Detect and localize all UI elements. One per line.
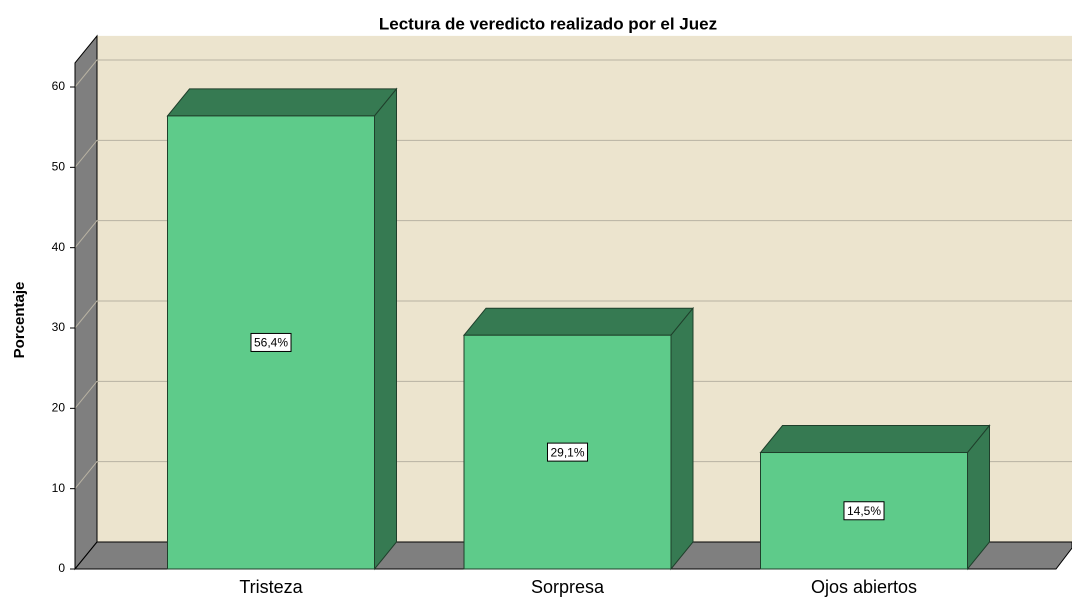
y-axis-label: Porcentaje bbox=[11, 282, 28, 359]
y-tick-label: 10 bbox=[52, 481, 66, 495]
bar-side bbox=[374, 87, 397, 571]
data-label-box bbox=[250, 332, 292, 352]
x-tick-label: Ojos abiertos bbox=[811, 577, 917, 597]
bar-top bbox=[759, 425, 991, 454]
grid-line bbox=[74, 59, 1072, 88]
data-label-text: 14,5% bbox=[847, 504, 881, 518]
data-label-text: 56,4% bbox=[254, 336, 288, 350]
bar-top bbox=[166, 88, 398, 117]
grid-line bbox=[74, 139, 1072, 168]
y-tick-label: 30 bbox=[52, 320, 66, 334]
y-tick-label: 40 bbox=[52, 240, 66, 254]
y-tick-label: 50 bbox=[52, 160, 66, 174]
grid-line bbox=[74, 380, 1072, 409]
y-tick-label: 20 bbox=[52, 401, 66, 415]
data-label: 14,5% bbox=[843, 501, 885, 521]
grid-line bbox=[74, 300, 1072, 329]
data-label-box bbox=[843, 501, 885, 521]
bar-side bbox=[670, 306, 694, 571]
data-label: 56,4% bbox=[250, 332, 292, 352]
data-label: 29,1% bbox=[546, 442, 589, 462]
x-tick-label: Tristeza bbox=[239, 577, 303, 597]
left-wall bbox=[74, 34, 98, 571]
data-label-box bbox=[546, 442, 589, 462]
bar-top bbox=[462, 307, 695, 336]
y-tick-label: 60 bbox=[52, 79, 66, 93]
grid-line bbox=[74, 220, 1072, 248]
grid-line bbox=[74, 461, 1072, 489]
data-label-text: 29,1% bbox=[550, 445, 584, 459]
x-tick-label: Sorpresa bbox=[531, 577, 605, 597]
y-tick-label: 0 bbox=[58, 561, 65, 575]
chart-title: Lectura de veredicto realizado por el Ju… bbox=[379, 14, 717, 33]
